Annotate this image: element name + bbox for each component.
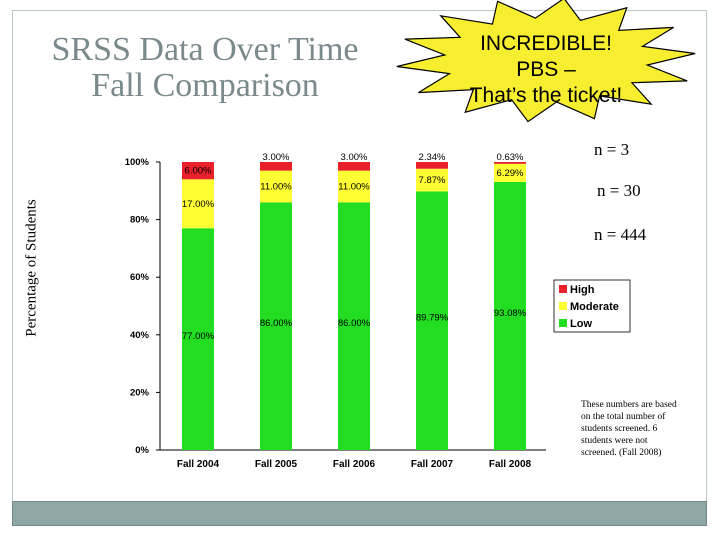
bar-low bbox=[182, 228, 214, 450]
data-label-moderate: 7.87% bbox=[419, 175, 446, 186]
data-label-high: 2.34% bbox=[419, 152, 446, 163]
bar-moderate bbox=[494, 163, 526, 182]
bar-moderate bbox=[338, 170, 370, 203]
x-tick-label: Fall 2006 bbox=[333, 459, 376, 470]
bar-high bbox=[338, 162, 370, 171]
bar-low bbox=[260, 202, 292, 450]
data-label-low: 93.08% bbox=[494, 308, 527, 319]
data-label-high: 6.00% bbox=[185, 166, 212, 177]
title-line-1: SRSS Data Over Time bbox=[51, 31, 359, 68]
data-label-high: 3.00% bbox=[341, 152, 368, 163]
callout-line-2: PBS – bbox=[516, 58, 576, 81]
title-line-2: Fall Comparison bbox=[91, 67, 319, 104]
y-tick-label: 40% bbox=[130, 330, 150, 341]
y-tick-label: 0% bbox=[135, 445, 149, 456]
legend-swatch bbox=[559, 285, 567, 293]
callout-starburst bbox=[396, 0, 696, 123]
data-label-moderate: 11.00% bbox=[338, 181, 370, 192]
data-label-low: 77.00% bbox=[182, 331, 215, 342]
data-label-low: 86.00% bbox=[260, 318, 293, 329]
bar-low bbox=[338, 202, 370, 450]
data-label-moderate: 17.00% bbox=[182, 199, 215, 210]
bar-high bbox=[260, 162, 292, 171]
n-label-low: n = 444 bbox=[594, 225, 647, 244]
slide-title: SRSS Data Over Time Fall Comparison bbox=[20, 32, 390, 104]
legend-swatch bbox=[559, 302, 567, 310]
x-tick-label: Fall 2004 bbox=[177, 459, 220, 470]
data-label-low: 86.00% bbox=[338, 318, 371, 329]
legend-label: Low bbox=[570, 318, 592, 330]
bar-high bbox=[494, 162, 526, 164]
data-label-low: 89.79% bbox=[416, 313, 449, 324]
callout-line-1: INCREDIBLE! bbox=[480, 32, 612, 55]
y-tick-label: 100% bbox=[125, 157, 150, 168]
bar-moderate bbox=[182, 179, 214, 229]
bars-group: 77.00% 17.00% 6.00% Fall 2004 86.00% 11.00% 3.… bbox=[177, 152, 532, 470]
y-tick-label: 60% bbox=[130, 272, 150, 283]
x-tick-label: Fall 2005 bbox=[255, 459, 298, 470]
data-label-moderate: 6.29% bbox=[497, 168, 524, 179]
y-tick-label: 80% bbox=[130, 215, 150, 226]
bar-high bbox=[182, 162, 214, 180]
bar-high bbox=[416, 162, 448, 169]
screening-note: These numbers are based on the total num… bbox=[581, 400, 677, 458]
n-label-moderate: n = 30 bbox=[597, 181, 641, 200]
chart-legend: High Moderate Low bbox=[553, 279, 631, 333]
data-label-high: 3.00% bbox=[263, 152, 290, 163]
bar-low bbox=[494, 181, 526, 450]
x-tick-label: Fall 2008 bbox=[489, 459, 532, 470]
data-label-moderate: 11.00% bbox=[260, 181, 292, 192]
x-tick-label: Fall 2007 bbox=[411, 459, 454, 470]
callout-line-3: That’s the ticket! bbox=[470, 84, 623, 107]
y-tick-label: 20% bbox=[130, 387, 150, 398]
legend-swatch bbox=[559, 319, 567, 327]
footer-bar bbox=[12, 501, 707, 526]
data-label-high: 0.63% bbox=[497, 152, 524, 163]
n-label-high: n = 3 bbox=[594, 140, 630, 159]
bar-moderate bbox=[416, 168, 448, 192]
bar-low bbox=[416, 191, 448, 451]
legend-label: Moderate bbox=[570, 301, 619, 313]
legend-label: High bbox=[570, 284, 595, 296]
bar-moderate bbox=[260, 170, 292, 203]
